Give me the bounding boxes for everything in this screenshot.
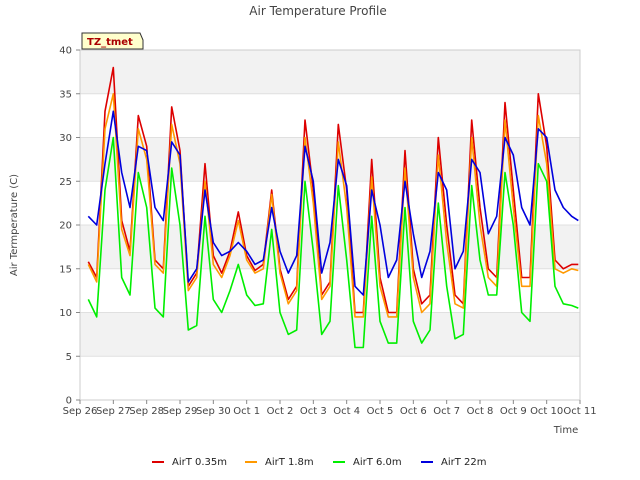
x-tick-label: Sep 27 [96, 406, 131, 417]
y-tick-label: 20 [59, 221, 72, 232]
y-tick-label: 40 [59, 46, 72, 57]
x-tick-label: Oct 4 [333, 406, 360, 417]
chart-title: Air Temperature Profile [249, 4, 386, 18]
x-axis-label: Time [553, 425, 578, 436]
badge-label: TZ_tmet [87, 37, 133, 48]
y-tick-label: 10 [59, 308, 72, 319]
y-tick-label: 35 [59, 89, 72, 100]
legend: AirT 0.35m AirT 1.8m AirT 6.0m AirT 22m [152, 457, 486, 468]
x-tick-label: Oct 5 [367, 406, 394, 417]
x-tick-label: Sep 28 [129, 406, 164, 417]
legend-label: AirT 6.0m [353, 457, 402, 468]
x-tick-label: Oct 8 [467, 406, 494, 417]
station-badge: TZ_tmet [81, 32, 144, 50]
x-tick-label: Oct 7 [433, 406, 460, 417]
x-tick-label: Oct 9 [500, 406, 527, 417]
y-tick-label: 5 [66, 352, 72, 363]
x-tick-label: Oct 11 [563, 406, 596, 417]
y-tick-label: 0 [66, 396, 72, 407]
legend-label: AirT 1.8m [265, 457, 314, 468]
x-tick-label: Oct 1 [233, 406, 260, 417]
series-lines [87, 66, 579, 349]
x-tick-label: Sep 30 [196, 406, 231, 417]
grid-band [80, 50, 580, 94]
legend-label: AirT 0.35m [172, 457, 227, 468]
y-axis-ticks: 0 5 10 15 20 25 30 35 40 [59, 46, 80, 407]
x-tick-label: Oct 6 [400, 406, 427, 417]
x-tick-label: Sep 26 [63, 406, 98, 417]
y-axis-label: Air Termperature (C) [9, 174, 20, 276]
x-tick-label: Sep 29 [163, 406, 198, 417]
grid-band [80, 137, 580, 182]
y-tick-label: 25 [59, 177, 72, 188]
badge-shape [81, 32, 144, 50]
legend-label: AirT 22m [441, 457, 486, 468]
plot-background [79, 49, 581, 401]
y-tick-label: 30 [59, 133, 72, 144]
x-tick-label: Oct 10 [530, 406, 563, 417]
x-tick-label: Oct 3 [300, 406, 327, 417]
series-line-4 [87, 110, 579, 296]
x-tick-label: Oct 2 [267, 406, 294, 417]
series-line-3 [87, 136, 579, 349]
y-tick-label: 15 [59, 264, 72, 275]
